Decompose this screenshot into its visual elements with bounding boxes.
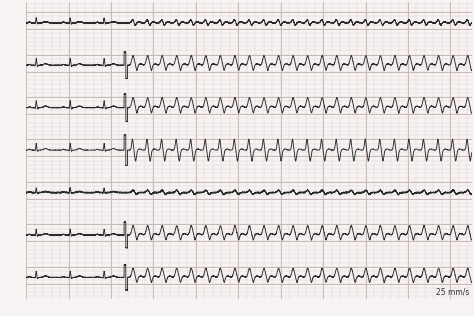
Text: 25 mm/s: 25 mm/s — [436, 288, 469, 297]
